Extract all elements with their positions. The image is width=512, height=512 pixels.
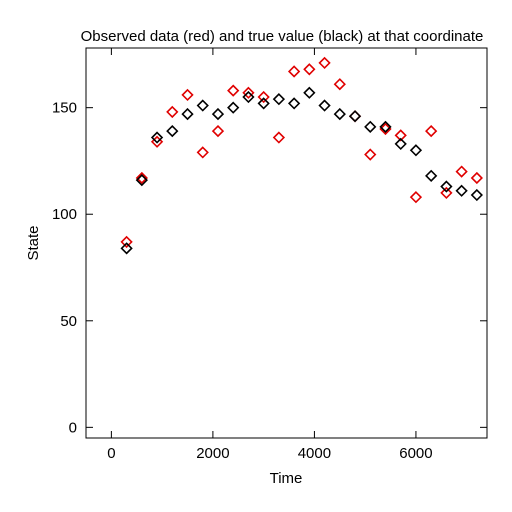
x-tick-label: 0: [107, 445, 115, 462]
true-value-point: [333, 107, 346, 121]
true-value-point: [440, 180, 453, 193]
x-tick-label: 6000: [399, 445, 432, 462]
y-tick-label: 50: [60, 313, 77, 330]
true-value-point: [120, 242, 133, 255]
true-value-point: [242, 90, 255, 104]
observed-point: [196, 146, 209, 159]
axis-tick-labels: 0 2000 4000 6000 0 50 100 150: [52, 100, 433, 462]
observed-point: [181, 88, 194, 102]
true-value-point: [425, 169, 438, 183]
true-value-point: [379, 120, 392, 133]
y-axis-label: State: [25, 225, 42, 260]
true-value-point: [470, 188, 483, 202]
observed-point: [364, 148, 377, 161]
x-tick-label: 4000: [298, 445, 331, 462]
true-value-point: [227, 101, 240, 114]
observed-point: [120, 235, 133, 249]
true-value-point: [394, 137, 407, 151]
true-value-point: [455, 184, 468, 197]
observed-point: [287, 65, 301, 78]
chart-title: Observed data (red) and true value (blac…: [81, 28, 484, 45]
true-value-point: [211, 107, 225, 121]
true-value-point: [166, 124, 179, 138]
observed-point: [409, 191, 423, 204]
true-value-point: [150, 131, 164, 144]
observed-point: [242, 86, 255, 99]
observed-point: [470, 171, 483, 185]
y-tick-label: 150: [52, 100, 77, 117]
observed-point: [379, 122, 392, 136]
observed-point: [211, 124, 225, 138]
true-value-point: [135, 173, 148, 187]
data-points: [120, 56, 483, 255]
observed-point: [318, 56, 331, 70]
observed-point: [257, 90, 270, 104]
true-value-point: [257, 97, 270, 110]
observed-point: [440, 186, 453, 200]
x-axis-label: Time: [270, 470, 303, 487]
y-tick-label: 100: [52, 206, 77, 223]
true-value-point: [196, 99, 209, 112]
observed-point: [135, 171, 148, 185]
axis-ticks: [86, 48, 487, 438]
x-tick-label: 2000: [196, 445, 229, 462]
observed-point: [166, 105, 179, 119]
true-value-point: [348, 110, 362, 123]
y-tick-label: 0: [69, 419, 77, 436]
true-value-point: [318, 99, 331, 112]
observed-point: [227, 84, 240, 97]
observed-point: [425, 124, 438, 138]
observed-point: [455, 165, 468, 178]
observed-point: [394, 129, 407, 142]
true-value-point: [287, 97, 301, 110]
true-value-point: [409, 144, 423, 157]
true-value-point: [181, 107, 194, 121]
true-value-point: [364, 120, 377, 133]
true-value-point: [303, 86, 316, 99]
observed-point: [348, 110, 362, 123]
plot-frame: [85, 47, 488, 439]
observed-point: [303, 63, 316, 76]
observed-point: [333, 78, 346, 91]
true-value-point: [272, 93, 286, 106]
observed-point: [272, 131, 286, 144]
